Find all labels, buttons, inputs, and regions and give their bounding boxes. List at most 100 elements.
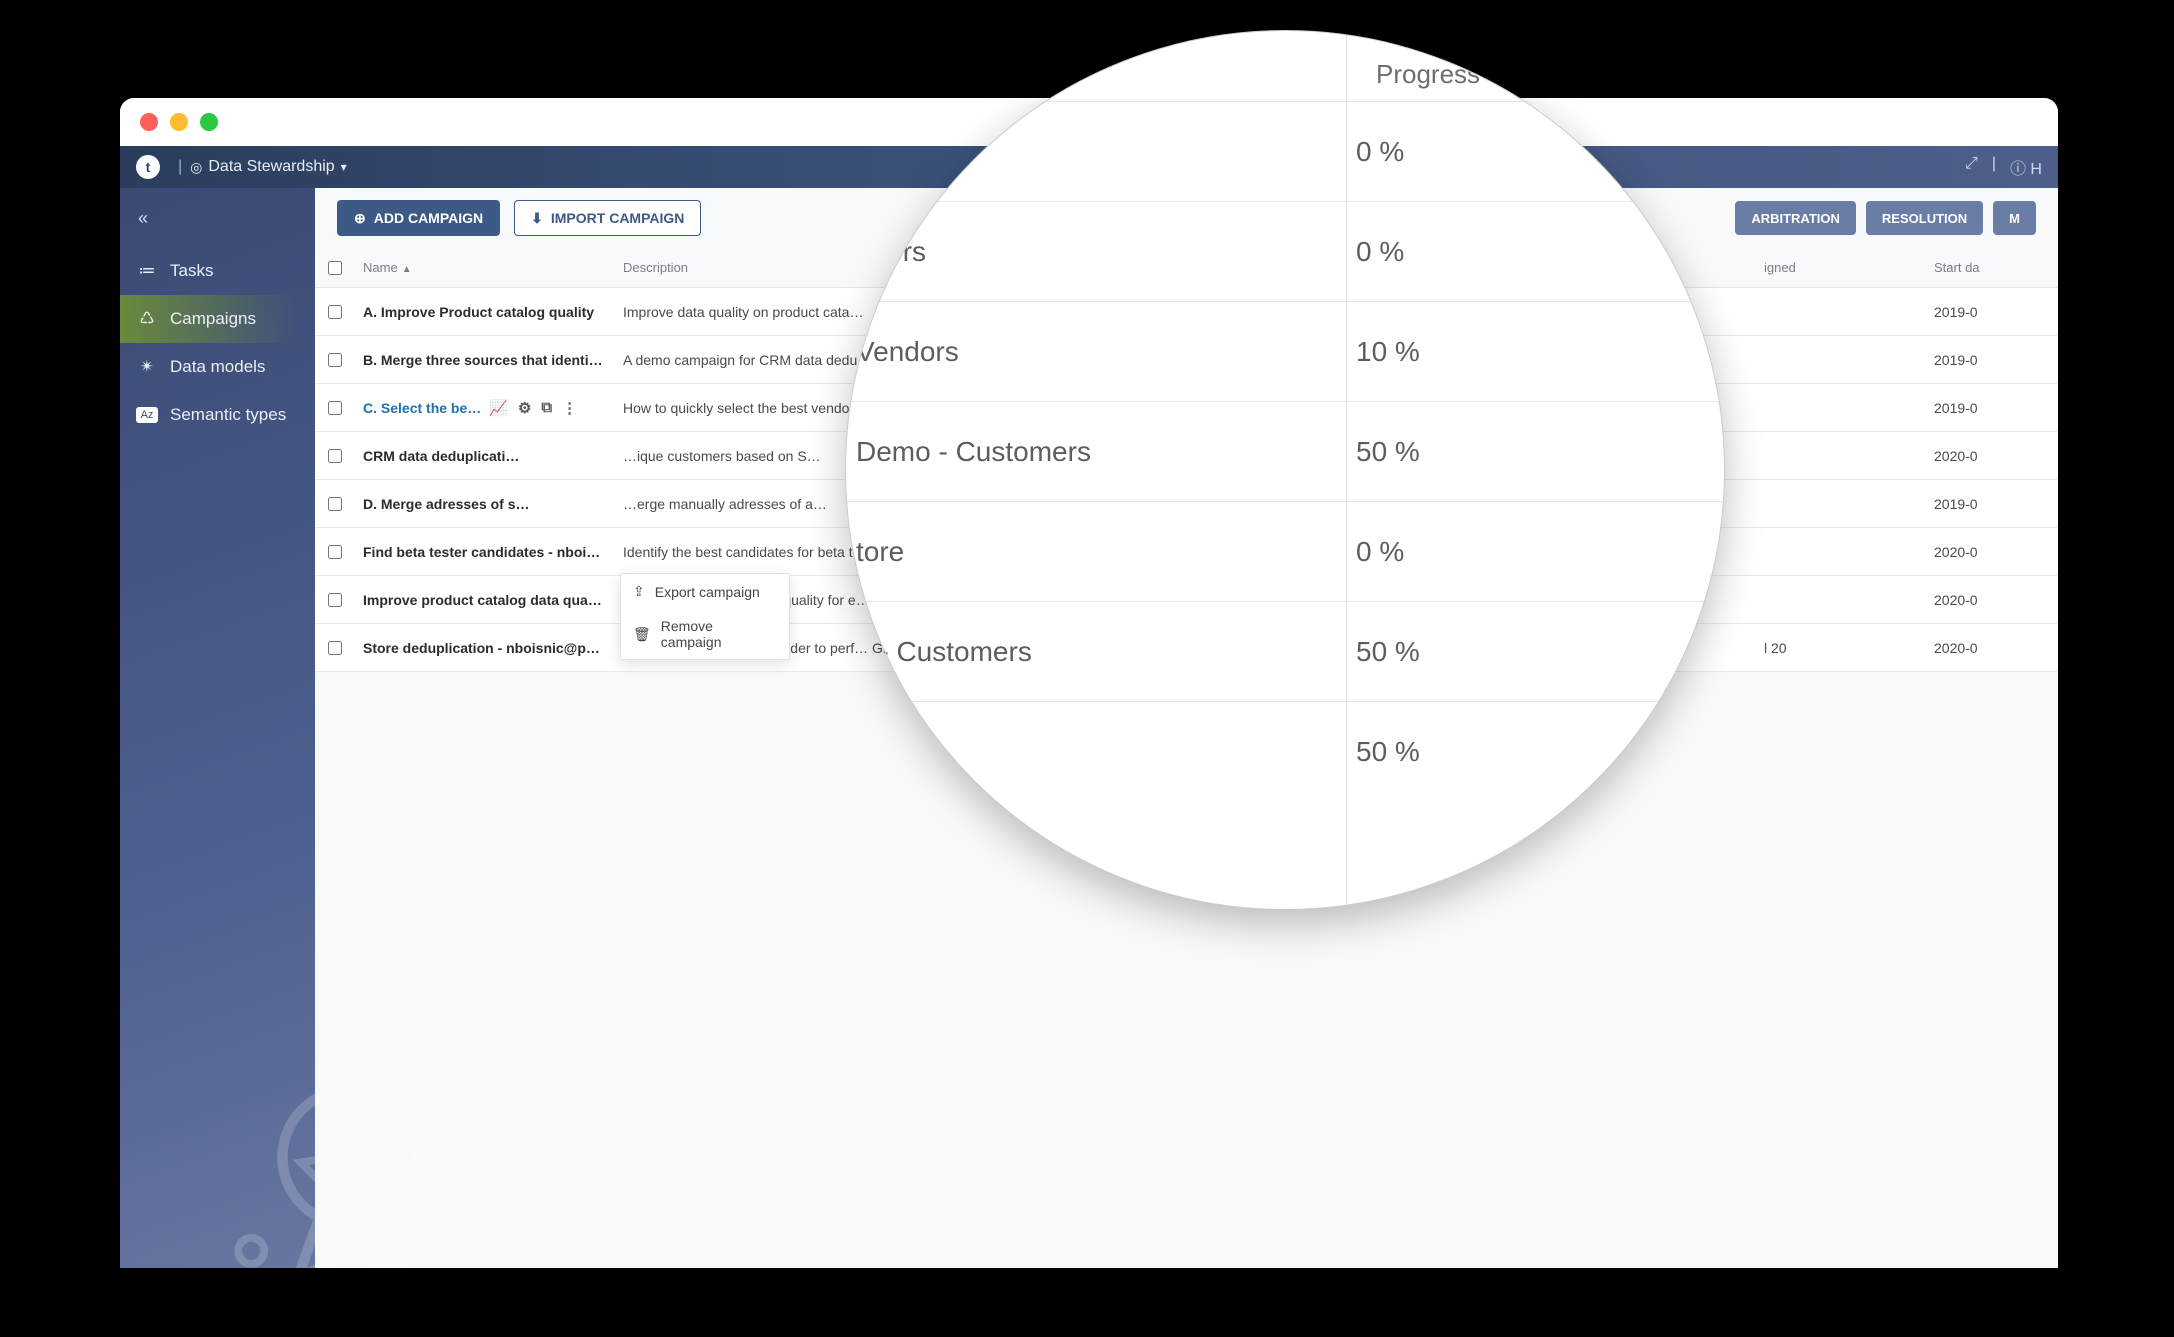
campaign-name[interactable]: Store deduplication - nboisnic@p…	[355, 640, 615, 656]
magnifier-label: t catalog	[846, 136, 1346, 168]
campaign-name[interactable]: B. Merge three sources that identi…	[355, 352, 615, 368]
row-checkbox[interactable]	[328, 449, 342, 463]
button-label: ADD CAMPAIGN	[374, 210, 483, 226]
filter-more[interactable]: M	[1993, 201, 2036, 235]
sidebar-item-campaigns[interactable]: ♺ Campaigns	[120, 295, 315, 343]
filter-pills: ARBITRATION RESOLUTION M	[1735, 201, 2036, 235]
export-campaign-menuitem[interactable]: ⇪ Export campaign	[621, 574, 789, 609]
sidebar-item-label: Semantic types	[170, 405, 286, 425]
start-date-cell: 2020-0	[1926, 640, 2046, 656]
start-date-cell: 2019-0	[1926, 304, 2046, 320]
column-header-start-date[interactable]: Start da	[1926, 260, 2046, 275]
start-date-cell: 2020-0	[1926, 448, 2046, 464]
minimize-window-button[interactable]	[170, 113, 188, 131]
magnifier-label: duct	[846, 736, 1346, 768]
gear-icon[interactable]: ⚙	[518, 399, 531, 417]
remove-campaign-menuitem[interactable]: 🗑 Remove campaign	[621, 609, 789, 659]
row-checkbox[interactable]	[328, 545, 342, 559]
more-icon[interactable]: ⋮	[562, 399, 577, 417]
filter-resolution[interactable]: RESOLUTION	[1866, 201, 1983, 235]
start-date-cell: 2019-0	[1926, 496, 2046, 512]
copy-icon[interactable]: ⧉	[541, 399, 552, 417]
magnifier-label: Vendors	[846, 336, 1346, 368]
magnifier-progress: 10 %	[1346, 336, 1724, 368]
campaign-name[interactable]: C. Select the be…📈⚙⧉⋮	[355, 399, 615, 417]
tasks-icon: ≔	[136, 261, 158, 281]
row-checkbox[interactable]	[328, 305, 342, 319]
campaign-name[interactable]: A. Improve Product catalog quality	[355, 304, 615, 320]
divider: |	[1992, 155, 1996, 179]
magnifier-row: Vendors10 %	[846, 301, 1724, 401]
sort-asc-icon: ▲	[402, 264, 412, 275]
campaign-name[interactable]: Find beta tester candidates - nboi…	[355, 544, 615, 560]
magnifier-progress: 0 %	[1346, 536, 1724, 568]
plus-icon: ⊕	[354, 210, 366, 227]
sidebar-item-label: Campaigns	[170, 309, 256, 329]
magnifier-progress: 50 %	[1346, 636, 1724, 668]
magnifier-label: tore	[846, 536, 1346, 568]
magnifier-row: t catalog0 %	[846, 101, 1724, 201]
semantic-types-icon: Az	[136, 407, 158, 423]
sidebar-item-tasks[interactable]: ≔ Tasks	[120, 247, 315, 295]
download-icon: ⬇	[531, 210, 543, 227]
magnifier-row: ndors0 %	[846, 201, 1724, 301]
collapse-sidebar-button[interactable]: «	[120, 204, 315, 247]
column-header-assigned[interactable]: igned	[1756, 260, 1926, 275]
magnifier-progress: 50 %	[1346, 436, 1724, 468]
close-window-button[interactable]	[140, 113, 158, 131]
app-logo[interactable]: t	[136, 155, 160, 179]
start-date-cell: 2020-0	[1926, 544, 2046, 560]
magnifier-row: duct50 %	[846, 701, 1724, 801]
sidebar-item-label: Data models	[170, 357, 265, 377]
row-checkbox[interactable]	[328, 641, 342, 655]
magnifier-row: tore0 %	[846, 501, 1724, 601]
header-right: ⤢ | ⓘ H	[1965, 155, 2042, 179]
button-label: IMPORT CAMPAIGN	[551, 210, 685, 226]
menuitem-label: Remove campaign	[661, 618, 777, 650]
chevron-down-icon[interactable]: ▾	[341, 160, 347, 174]
campaigns-icon: ♺	[136, 309, 158, 329]
magnifier-row: o - Customers50 %	[846, 601, 1724, 701]
start-date-cell: 2019-0	[1926, 400, 2046, 416]
menuitem-label: Export campaign	[655, 584, 760, 600]
magnifier-progress: 50 %	[1346, 736, 1724, 768]
add-campaign-button[interactable]: ⊕ ADD CAMPAIGN	[337, 200, 500, 236]
import-campaign-button[interactable]: ⬇ IMPORT CAMPAIGN	[514, 200, 701, 236]
maximize-window-button[interactable]	[200, 113, 218, 131]
magnifier-progress: 0 %	[1346, 136, 1724, 168]
magnifier-label: o - Customers	[846, 636, 1346, 668]
column-header-progress: Progress	[1376, 59, 1480, 90]
magnifier-label: ndors	[846, 236, 1346, 268]
filter-arbitration[interactable]: ARBITRATION	[1735, 201, 1856, 235]
campaign-name[interactable]: CRM data deduplicati…	[355, 448, 615, 464]
row-checkbox[interactable]	[328, 593, 342, 607]
sidebar-item-semantic-types[interactable]: Az Semantic types	[120, 391, 315, 439]
assigned-cell: l 20	[1756, 640, 1926, 656]
row-context-menu: ⇪ Export campaign 🗑 Remove campaign	[620, 573, 790, 660]
sidebar: « ≔ Tasks ♺ Campaigns ✴ Data models Az S…	[120, 188, 315, 1268]
magnifier-progress: 0 %	[1346, 236, 1724, 268]
data-models-icon: ✴	[136, 357, 158, 377]
help-icon[interactable]: ⓘ H	[2010, 155, 2042, 179]
trash-icon: 🗑	[633, 626, 651, 643]
divider: |	[178, 158, 182, 176]
magnifier-label: Demo - Customers	[846, 436, 1346, 468]
sidebar-item-data-models[interactable]: ✴ Data models	[120, 343, 315, 391]
magnifier-row: Demo - Customers50 %	[846, 401, 1724, 501]
export-icon: ⇪	[633, 583, 645, 600]
expand-icon[interactable]: ⤢	[1965, 155, 1978, 179]
chart-icon[interactable]: 📈	[489, 399, 508, 417]
app-title[interactable]: Data Stewardship	[208, 158, 334, 176]
select-all-checkbox[interactable]	[328, 261, 342, 275]
campaign-name[interactable]: Improve product catalog data qua…	[355, 592, 615, 608]
start-date-cell: 2020-0	[1926, 592, 2046, 608]
sidebar-item-label: Tasks	[170, 261, 213, 281]
row-checkbox[interactable]	[328, 353, 342, 367]
target-icon: ◎	[190, 159, 202, 176]
row-checkbox[interactable]	[328, 401, 342, 415]
magnifier-overlay: Progress t catalog0 %ndors0 %Vendors10 %…	[845, 30, 1725, 910]
row-checkbox[interactable]	[328, 497, 342, 511]
campaign-name[interactable]: D. Merge adresses of s…	[355, 496, 615, 512]
start-date-cell: 2019-0	[1926, 352, 2046, 368]
column-header-name[interactable]: Name▲	[355, 260, 615, 275]
